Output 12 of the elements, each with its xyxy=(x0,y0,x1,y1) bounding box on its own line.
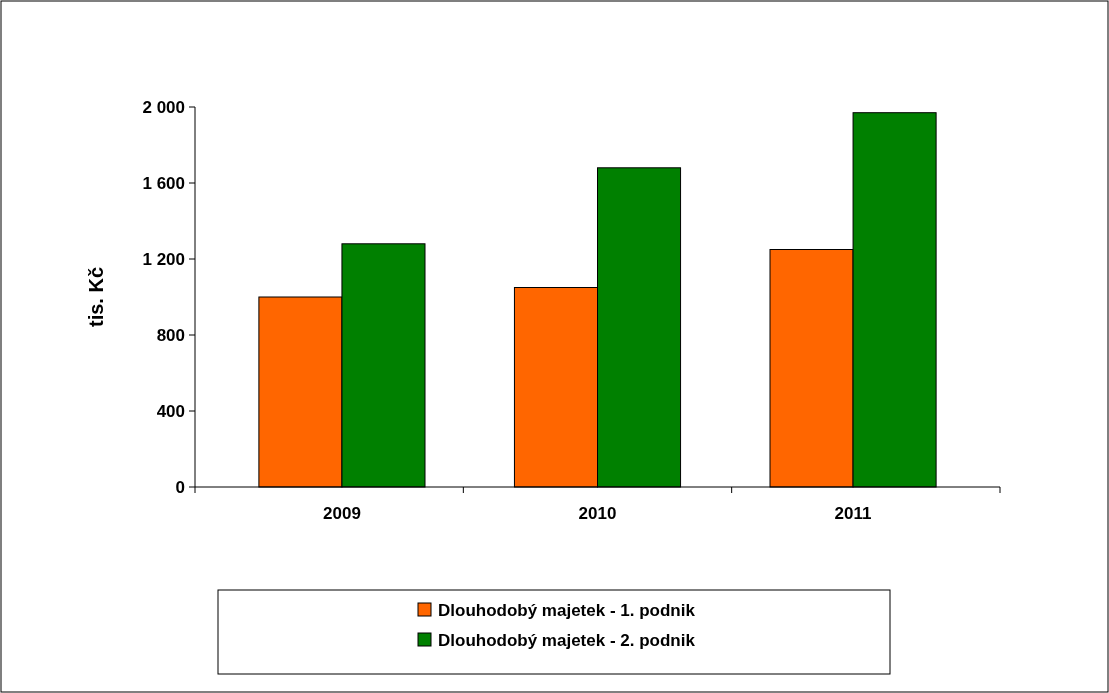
legend-label: Dlouhodobý majetek - 1. podnik xyxy=(438,600,696,620)
y-tick-label: 0 xyxy=(175,477,185,497)
y-tick-label: 2 000 xyxy=(142,97,185,117)
y-tick-label: 400 xyxy=(156,401,185,421)
x-tick-label: 2010 xyxy=(578,504,617,523)
legend-label: Dlouhodobý majetek - 2. podnik xyxy=(438,630,696,650)
x-tick-label: 2011 xyxy=(834,504,872,523)
y-tick-label: 800 xyxy=(156,325,185,345)
x-tick-label: 2009 xyxy=(323,504,361,523)
y-tick-label: 1 600 xyxy=(142,173,185,193)
y-tick-label: 1 200 xyxy=(142,249,185,269)
y-axis-title: tis. Kč xyxy=(85,266,107,328)
